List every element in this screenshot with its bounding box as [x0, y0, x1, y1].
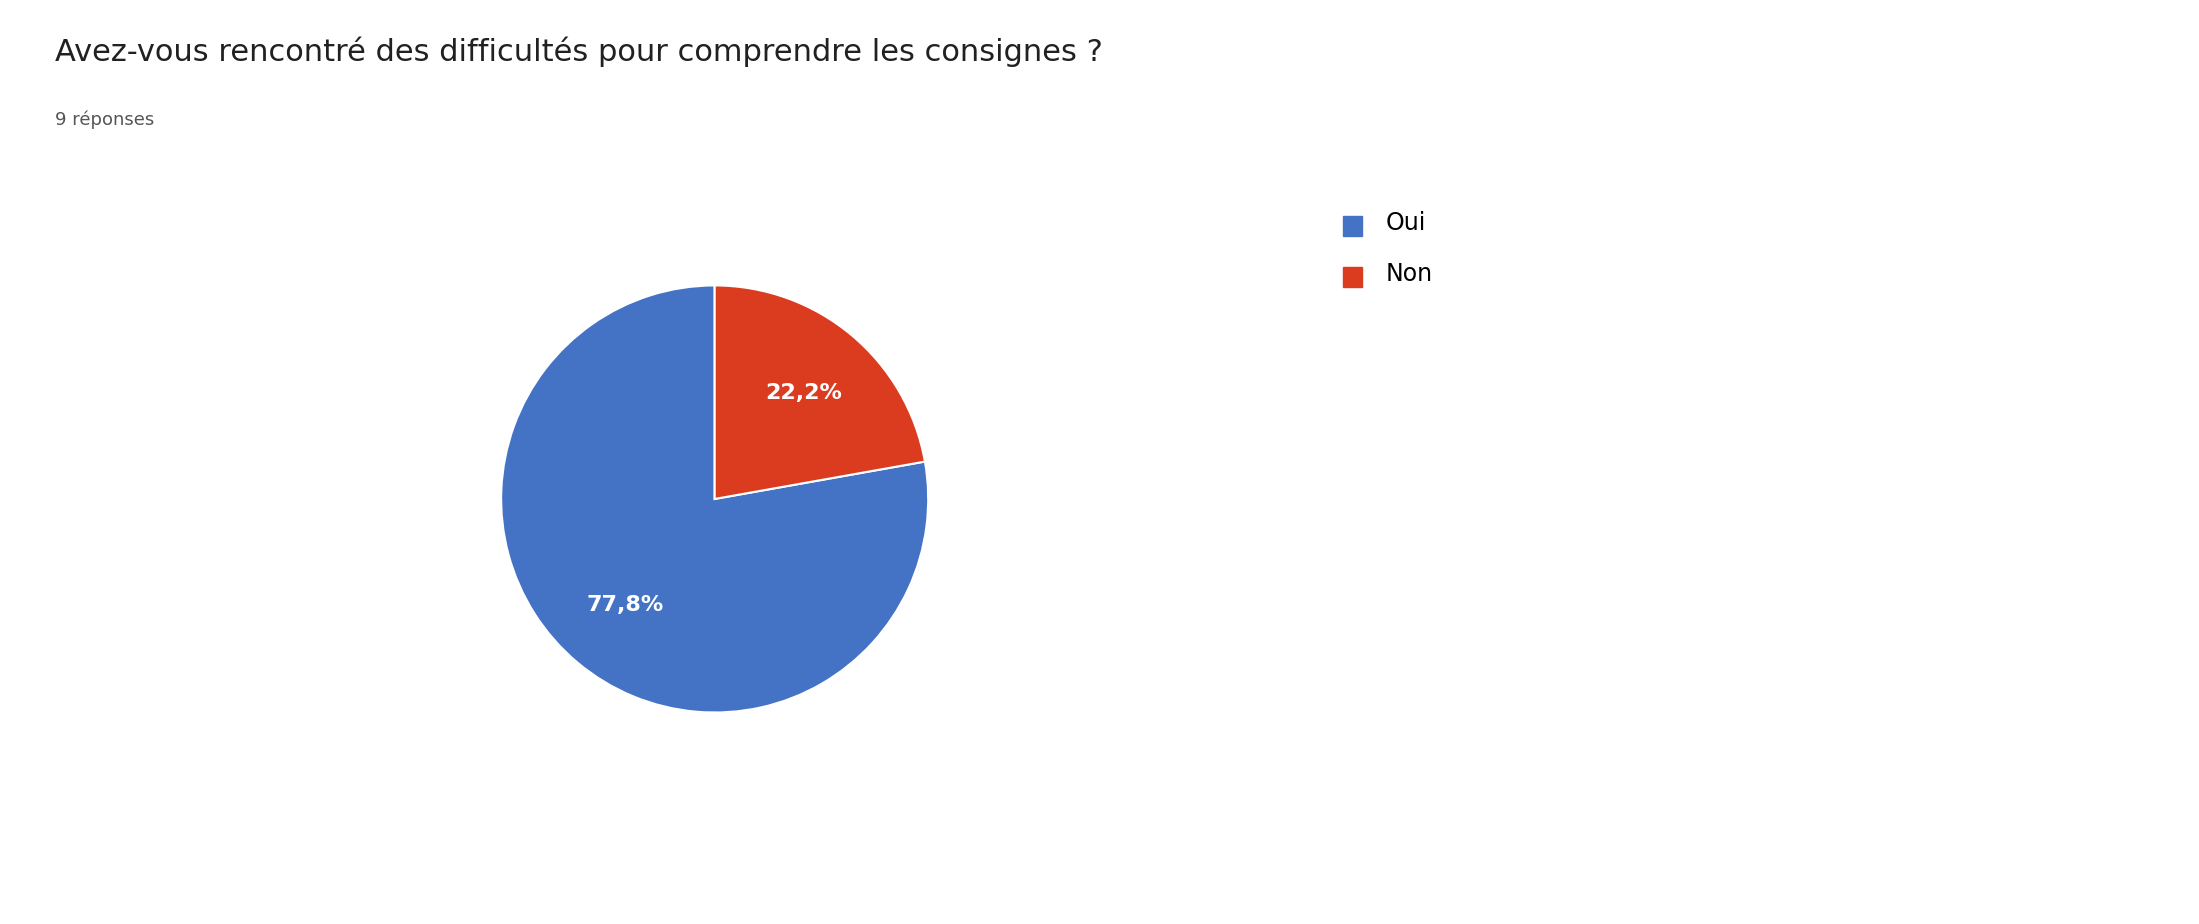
Text: 9 réponses: 9 réponses — [55, 111, 154, 129]
Text: Avez-vous rencontré des difficultés pour comprendre les consignes ?: Avez-vous rencontré des difficultés pour… — [55, 37, 1104, 67]
Wedge shape — [501, 286, 928, 712]
Wedge shape — [715, 286, 926, 499]
Legend: Oui, Non: Oui, Non — [1330, 197, 1445, 298]
Text: 77,8%: 77,8% — [587, 595, 664, 615]
Text: 22,2%: 22,2% — [765, 383, 842, 403]
